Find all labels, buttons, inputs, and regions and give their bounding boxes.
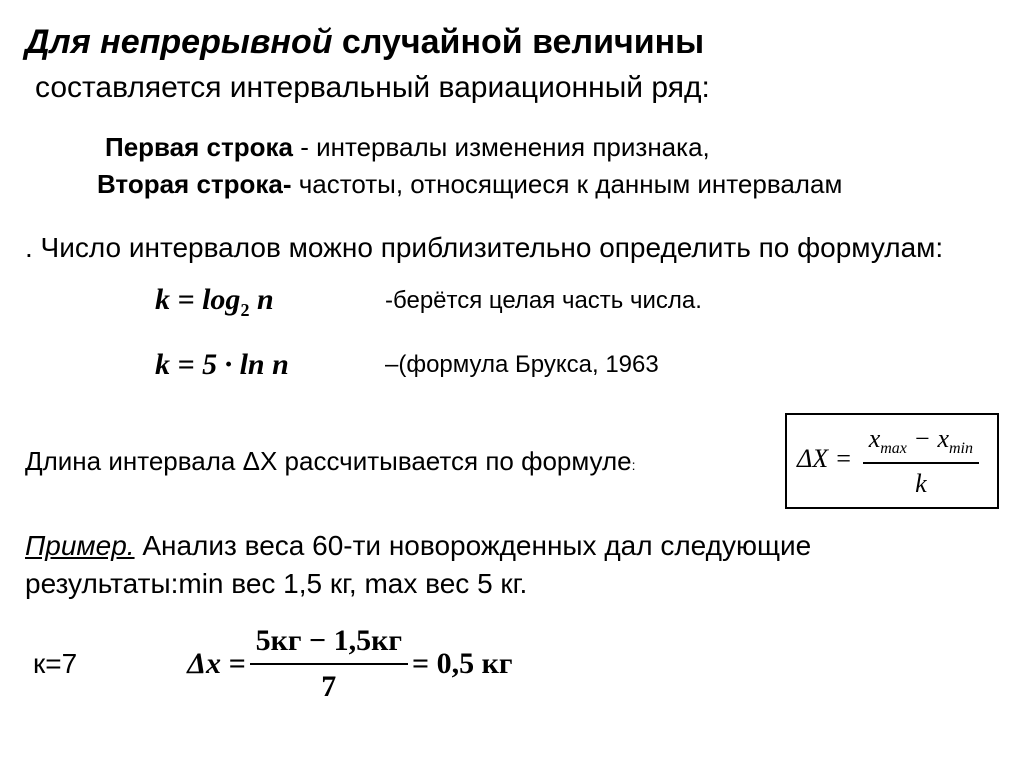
k-value: к=7 xyxy=(33,645,77,683)
formula2: k = 5 · ln n xyxy=(155,345,365,386)
final-row: к=7 Δx = 5кг − 1,5кг 7 = 0,5 кг xyxy=(25,621,999,708)
row-second: Вторая строка- частоты, относящиеся к да… xyxy=(97,167,999,202)
subtitle: составляется интервальный вариационный р… xyxy=(35,68,999,109)
row-first-text: - интервалы изменения признака, xyxy=(293,132,710,162)
formula1-note: -берётся целая часть числа. xyxy=(385,285,702,317)
para-intervals: . Число интервалов можно приблизительно … xyxy=(25,229,999,267)
title: Для непрерывной случайной величины xyxy=(25,20,999,66)
formula1-row: k = log2 n -берётся целая часть числа. xyxy=(155,280,999,322)
row-first: Первая строка - интервалы изменения приз… xyxy=(105,130,999,165)
title-italic: Для непрерывной xyxy=(25,23,332,61)
formula1: k = log2 n xyxy=(155,280,365,322)
row-second-text: частоты, относящиеся к данным интервалам xyxy=(292,169,843,199)
example-block: Пример. Анализ веса 60-ти новорожденных … xyxy=(25,527,999,603)
example-text1: Анализ веса 60-ти новорожденных дал след… xyxy=(135,530,812,561)
example-text2: результаты:min вес 1,5 кг, max вес 5 кг. xyxy=(25,568,527,599)
formula2-note: –(формула Брукса, 1963 xyxy=(385,349,659,381)
example-label: Пример. xyxy=(25,530,135,561)
formula2-row: k = 5 · ln n –(формула Брукса, 1963 xyxy=(155,345,999,386)
interval-length-row: Длина интервала ΔХ рассчитывается по фор… xyxy=(25,413,999,509)
row-first-label: Первая строка xyxy=(105,132,293,162)
row-second-label: Вторая строка- xyxy=(97,169,292,199)
final-formula: Δx = 5кг − 1,5кг 7 = 0,5 кг xyxy=(187,621,512,708)
title-rest: случайной величины xyxy=(332,23,704,61)
interval-length-text: Длина интервала ΔХ рассчитывается по фор… xyxy=(25,444,636,479)
interval-formula: ΔX = xmax − xmin k xyxy=(785,413,999,509)
